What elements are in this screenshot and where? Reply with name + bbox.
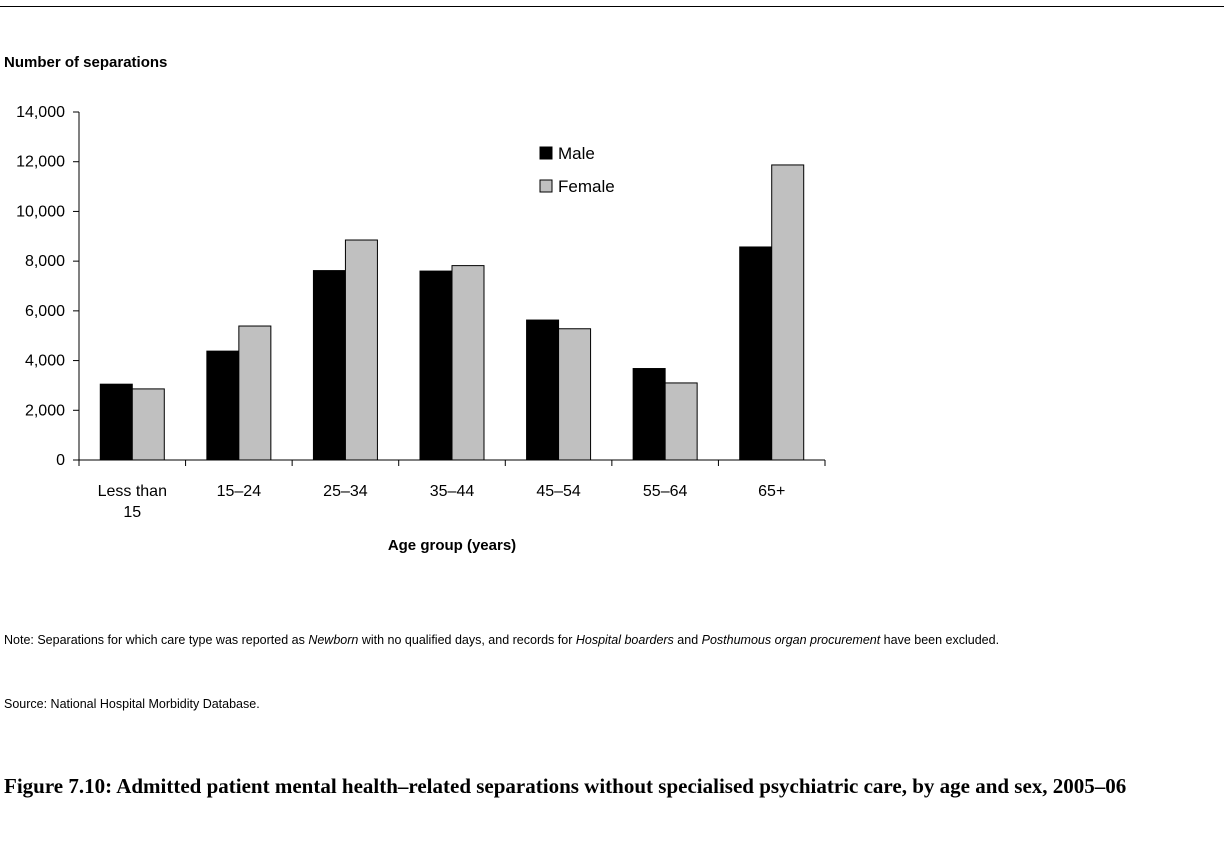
y-axis-label: Number of separations	[4, 54, 167, 71]
bar-female	[238, 325, 272, 461]
x-tick-label: 65+	[758, 483, 785, 500]
legend-swatch-male	[539, 146, 553, 160]
note-suffix: have been excluded.	[880, 633, 1000, 647]
x-tick-label: Less than 15	[98, 483, 167, 521]
bar-female	[131, 388, 165, 461]
top-rule	[0, 6, 1224, 7]
bar-male	[206, 350, 240, 461]
x-tick-label: 45–54	[536, 483, 581, 500]
bar-male	[526, 319, 560, 461]
figure-caption: Figure 7.10: Admitted patient mental hea…	[4, 774, 1127, 798]
bar-female	[664, 382, 698, 461]
bar-female	[771, 164, 805, 461]
chart-note: Note: Separations for which care type wa…	[4, 632, 1196, 649]
legend: Male Female	[539, 144, 615, 196]
y-tick-label: 10,000	[16, 203, 65, 220]
x-tick-label: 35–44	[430, 483, 475, 500]
x-tick-label: 25–34	[323, 483, 368, 500]
y-tick-label: 0	[56, 452, 65, 469]
y-tick-label: 2,000	[25, 402, 65, 419]
note-mid1: with no qualified days, and records for	[358, 633, 576, 647]
bar-male	[739, 246, 773, 461]
y-tick-label: 8,000	[25, 253, 65, 270]
note-newborn: Newborn	[308, 633, 359, 647]
legend-label-male: Male	[558, 144, 595, 163]
y-tick-label: 14,000	[16, 104, 65, 121]
note-prefix: Note: Separations for which care type wa…	[4, 633, 309, 647]
axes-group: 0 2,000 4,000 6,000 8,000 10,000 12,000 14,000 L…	[16, 104, 826, 521]
bars-group	[99, 164, 805, 461]
x-tick-label: 15–24	[217, 483, 262, 500]
y-tick-label: 12,000	[16, 154, 65, 171]
note-hospital-boarders: Hospital boarders	[575, 633, 674, 647]
bar-female	[344, 239, 378, 461]
x-axis-label: Age group (years)	[388, 537, 516, 554]
bar-female	[451, 265, 485, 461]
chart-source: Source: National Hospital Morbidity Data…	[4, 697, 260, 711]
y-tick-label: 4,000	[25, 353, 65, 370]
legend-swatch-female	[539, 179, 553, 193]
y-tick-label: 6,000	[25, 303, 65, 320]
bar-male	[632, 368, 666, 461]
note-mid2: and	[673, 633, 702, 647]
bar-chart: Number of separations Age group (years) …	[4, 54, 826, 554]
bar-male	[419, 270, 453, 461]
note-posthumous: Posthumous organ procurement	[701, 633, 881, 647]
bar-male	[99, 383, 133, 461]
bar-male	[312, 270, 346, 461]
x-tick-label: 55–64	[643, 483, 688, 500]
legend-label-female: Female	[558, 177, 615, 196]
bar-female	[558, 328, 592, 461]
